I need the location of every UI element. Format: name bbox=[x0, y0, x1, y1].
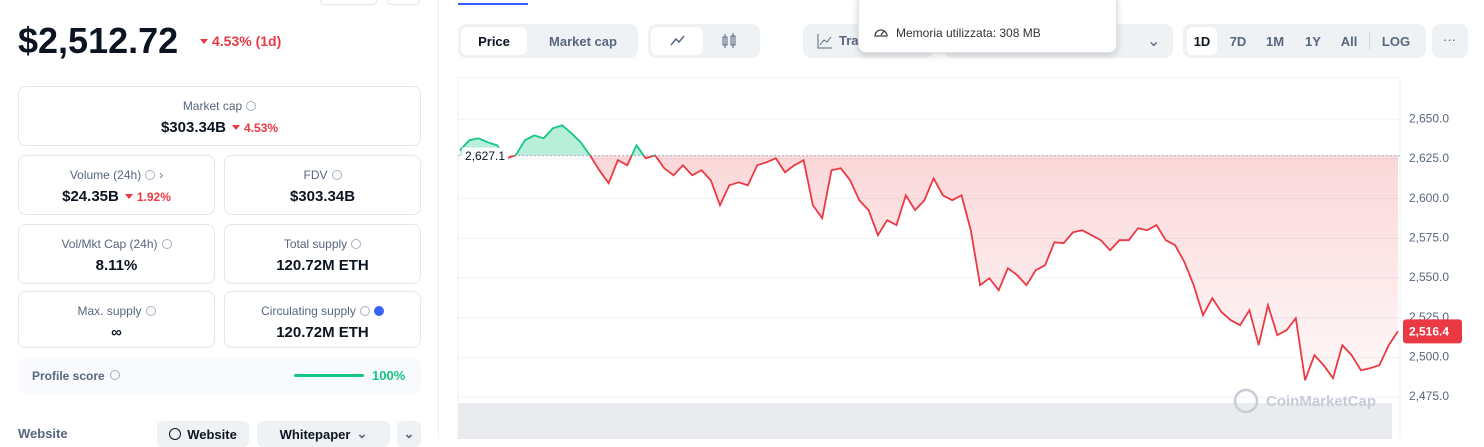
button-text: Whitepaper bbox=[279, 426, 351, 442]
price-change-text: 4.53% (1d) bbox=[212, 33, 282, 49]
links-label: Website bbox=[18, 426, 68, 441]
tooltip-text: Memoria utilizzata: 308 MB bbox=[896, 26, 1041, 40]
price-line bbox=[459, 124, 1399, 381]
stat-card: Total supply 120.72M ETH bbox=[224, 224, 421, 284]
candle-icon[interactable] bbox=[720, 33, 738, 49]
stat-card: Volume (24h) › $24.35B 1.92% bbox=[18, 155, 215, 215]
profile-score: Profile score 100% bbox=[18, 357, 421, 394]
y-tick-label: 2,575.0 bbox=[1409, 230, 1449, 244]
more-text: ··· bbox=[1443, 32, 1456, 47]
profile-value: 100% bbox=[372, 368, 406, 383]
reference-label: 2,627.1 bbox=[465, 149, 505, 163]
chart-type-group bbox=[648, 24, 760, 58]
last-price-label: 2,516.4 bbox=[1409, 325, 1449, 339]
tab-market-cap[interactable]: Market cap bbox=[549, 33, 617, 49]
y-tick-label: 2,650.0 bbox=[1409, 111, 1449, 125]
stat-card: FDV $303.34B bbox=[224, 155, 421, 215]
stat-value: 8.11% bbox=[95, 257, 138, 274]
y-tick-label: 2,475.0 bbox=[1409, 389, 1449, 403]
more-button[interactable]: ··· bbox=[1432, 24, 1468, 58]
range-button[interactable]: 1M bbox=[1265, 33, 1285, 49]
stat-label: FDV bbox=[303, 168, 328, 182]
top-button[interactable] bbox=[387, 0, 420, 5]
range-button[interactable]: LOG bbox=[1381, 33, 1411, 49]
separator bbox=[1369, 32, 1370, 50]
tab-price[interactable]: Price bbox=[461, 27, 527, 55]
gauge-icon bbox=[874, 29, 888, 37]
range-button[interactable]: All bbox=[1340, 33, 1358, 49]
range-button[interactable]: 1Y bbox=[1305, 33, 1321, 49]
tooltip: Memoria utilizzata: 308 MB bbox=[858, 0, 1117, 53]
stat-label: Circulating supply bbox=[261, 304, 356, 318]
stat-card: Circulating supply 120.72M ETH bbox=[224, 291, 421, 348]
tab-underline bbox=[458, 3, 528, 5]
divider bbox=[438, 0, 439, 439]
stat-value: $303.34B bbox=[160, 119, 227, 136]
stat-change: 4.53% bbox=[244, 120, 279, 135]
y-tick-label: 2,625.0 bbox=[1409, 151, 1449, 165]
stat-card: Max. supply ∞ bbox=[18, 291, 215, 348]
stat-label: Vol/Mkt Cap (24h) bbox=[61, 237, 158, 251]
stat-label: Total supply bbox=[283, 237, 348, 251]
stat-label: Market cap bbox=[182, 99, 243, 113]
stat-label: Volume (24h) bbox=[69, 168, 142, 182]
button-text: Website bbox=[187, 426, 237, 442]
stat-value: $303.34B bbox=[289, 188, 356, 205]
range-button[interactable]: 7D bbox=[1229, 33, 1247, 49]
price-change: 4.53% (1d) bbox=[200, 33, 281, 49]
y-tick-label: 2,500.0 bbox=[1409, 350, 1449, 364]
watermark: CoinMarketCap bbox=[1266, 393, 1376, 410]
price-area bbox=[460, 125, 1398, 381]
line-type-button[interactable] bbox=[651, 27, 703, 55]
y-tick-label: 2,550.0 bbox=[1409, 270, 1449, 284]
range-button[interactable]: 1D bbox=[1187, 27, 1217, 55]
watermark-logo bbox=[1233, 388, 1259, 414]
stat-value: 120.72M ETH bbox=[276, 324, 369, 341]
profile-bar bbox=[294, 374, 364, 377]
stat-value: ∞ bbox=[111, 324, 122, 341]
line-icon bbox=[670, 35, 685, 46]
stat-value: 120.72M ETH bbox=[276, 257, 369, 274]
profile-label: Profile score bbox=[32, 369, 105, 383]
last-price-box bbox=[1403, 319, 1462, 344]
stat-change: 1.92% bbox=[136, 189, 171, 204]
reference-label-bg bbox=[462, 147, 508, 164]
stat-card: Market cap $303.34B 4.53% bbox=[18, 86, 421, 146]
trading-text: Tra bbox=[839, 33, 859, 48]
top-button[interactable] bbox=[320, 0, 377, 5]
range-group bbox=[1183, 24, 1426, 58]
price: $2,512.72 bbox=[18, 20, 179, 61]
volume-band bbox=[458, 403, 1392, 439]
stat-card: Vol/Mkt Cap (24h) 8.11% bbox=[18, 224, 215, 284]
stat-value: $24.35B bbox=[62, 188, 119, 205]
y-tick-label: 2,600.0 bbox=[1409, 191, 1449, 205]
trading-icon bbox=[817, 34, 832, 49]
stat-label: Max. supply bbox=[77, 304, 142, 318]
